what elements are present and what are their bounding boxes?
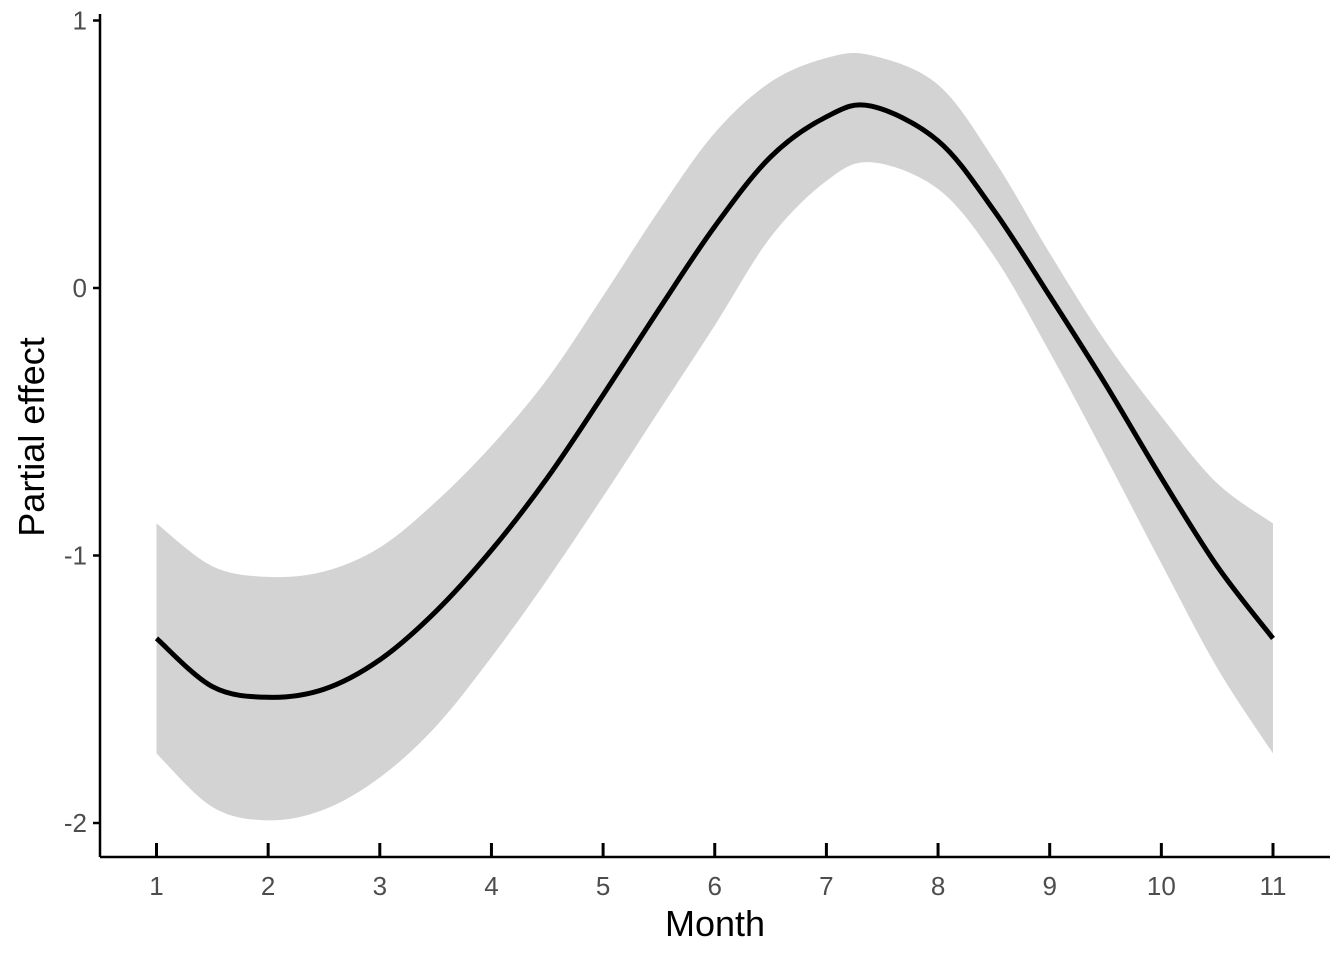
x-tick-label: 11: [1260, 871, 1287, 901]
y-axis-ticks: -2 -1 0 1: [64, 6, 100, 838]
confidence-band: [156, 52, 1273, 821]
y-axis-title: Partial effect: [11, 337, 52, 536]
x-tick-label: 5: [596, 871, 610, 901]
x-axis-title: Month: [665, 903, 765, 944]
x-tick-label: 2: [261, 871, 275, 901]
x-tick-label: 1: [149, 871, 163, 901]
x-tick-label: 8: [931, 871, 945, 901]
effect-line-layer: [154, 102, 1275, 700]
x-tick-label: 3: [373, 871, 387, 901]
x-tick-label: 4: [484, 871, 498, 901]
y-tick-label: -2: [64, 808, 87, 838]
x-tick-label: 6: [708, 871, 722, 901]
y-tick-label: 1: [73, 6, 87, 36]
y-tick-label: 0: [73, 273, 87, 303]
confidence-band-layer: [156, 52, 1273, 821]
x-tick-label: 7: [819, 871, 833, 901]
x-tick-label: 9: [1042, 871, 1056, 901]
effect-line: [154, 102, 1275, 700]
x-axis-ticks: 1 2 3 4 5 6 7 8 9 10 11: [149, 843, 1287, 901]
x-tick-label: 10: [1147, 871, 1176, 901]
y-tick-label: -1: [64, 541, 87, 571]
